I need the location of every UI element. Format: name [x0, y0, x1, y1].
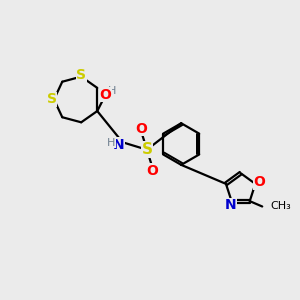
Text: H: H: [107, 138, 116, 148]
Text: S: S: [46, 92, 57, 106]
Text: O: O: [136, 122, 148, 136]
Text: N: N: [224, 198, 236, 212]
Text: N: N: [113, 138, 125, 152]
Text: H: H: [108, 86, 116, 96]
Text: O: O: [146, 164, 158, 178]
Text: S: S: [141, 142, 152, 157]
Text: CH₃: CH₃: [271, 202, 291, 212]
Text: O: O: [100, 88, 112, 102]
Text: S: S: [76, 68, 86, 82]
Text: O: O: [254, 176, 266, 189]
